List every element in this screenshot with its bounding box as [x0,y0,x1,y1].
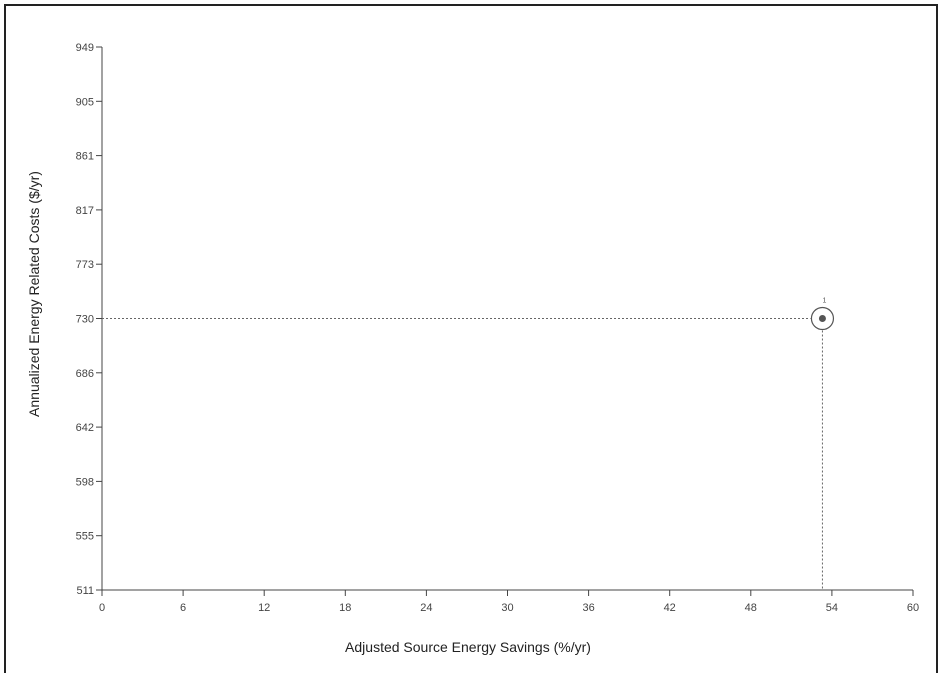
y-tick-label: 773 [76,259,94,271]
y-axis: 949 905 861 817 773 730 686 642 598 555 511 [76,42,103,597]
x-tick-label: 54 [826,602,838,614]
y-tick-label: 905 [76,96,94,108]
y-tick-label: 642 [76,422,94,434]
x-tick-label: 36 [582,602,594,614]
point-highlight-ring [810,306,835,331]
y-tick-label: 598 [76,476,94,488]
data-point[interactable] [818,315,826,322]
y-tick-label: 511 [76,585,94,597]
x-tick-label: 30 [501,602,513,614]
y-tick-label: 730 [76,314,94,326]
x-tick-label: 48 [745,602,757,614]
chart-frame [4,4,938,673]
x-tick-label: 24 [420,602,432,614]
y-tick-label: 555 [76,531,94,543]
x-tick-label: 42 [664,602,676,614]
y-tick-label: 861 [76,151,94,163]
data-points: 1 [810,298,835,331]
y-tick-label: 949 [76,42,94,54]
x-tick-label: 18 [339,602,351,614]
point-label: 1 [822,298,826,305]
x-axis: 0 6 12 18 24 30 36 42 48 54 60 [99,589,919,614]
y-tick-label: 686 [76,368,94,380]
x-axis-title: Adjusted Source Energy Savings (%/yr) [345,639,591,655]
guide-lines [102,318,823,590]
x-tick-label: 60 [907,602,919,614]
x-tick-label: 0 [99,602,105,614]
x-tick-label: 6 [180,602,186,614]
x-tick-label: 12 [258,602,270,614]
y-axis-title: Annualized Energy Related Costs ($/yr) [26,171,42,417]
y-tick-label: 817 [76,205,94,217]
